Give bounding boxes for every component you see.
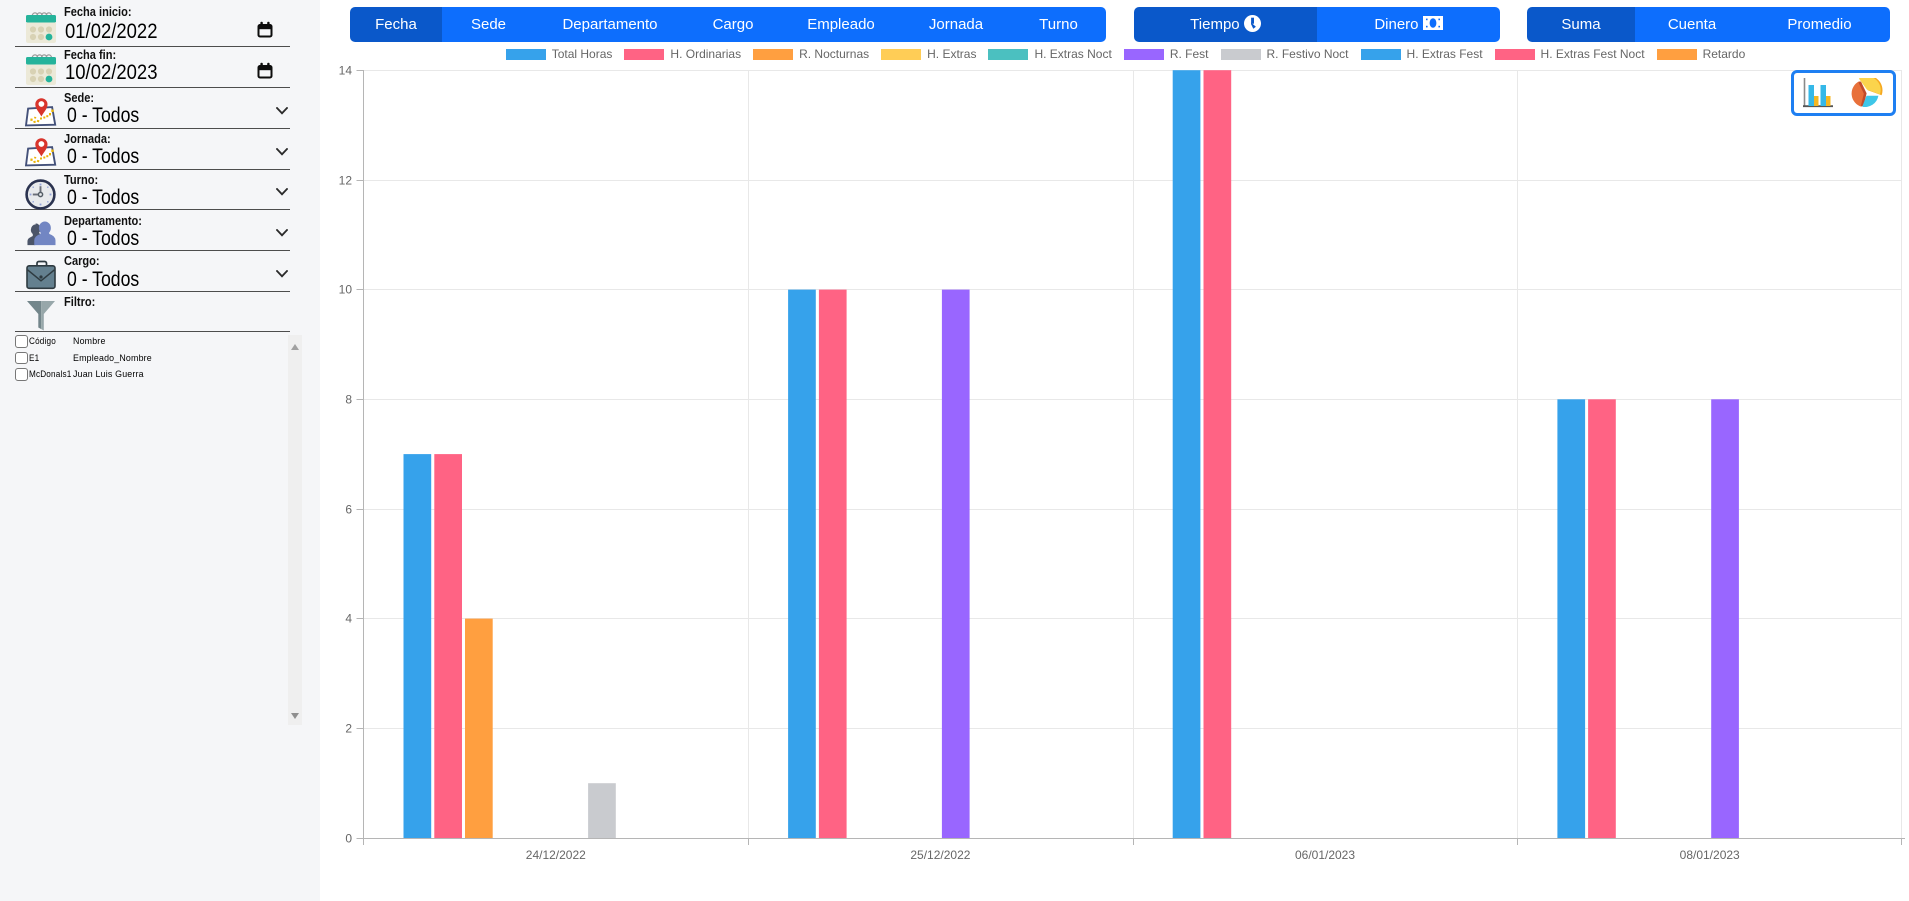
svg-text:6: 6 xyxy=(345,503,352,517)
svg-text:0: 0 xyxy=(345,832,352,846)
svg-text:25/12/2022: 25/12/2022 xyxy=(910,848,970,862)
svg-text:14: 14 xyxy=(339,64,353,78)
svg-text:08/01/2023: 08/01/2023 xyxy=(1680,848,1740,862)
svg-text:12: 12 xyxy=(339,174,353,188)
svg-text:2: 2 xyxy=(345,722,352,736)
svg-text:4: 4 xyxy=(345,612,352,626)
svg-text:8: 8 xyxy=(345,393,352,407)
svg-text:24/12/2022: 24/12/2022 xyxy=(526,848,586,862)
svg-text:06/01/2023: 06/01/2023 xyxy=(1295,848,1355,862)
svg-text:10: 10 xyxy=(339,283,353,297)
